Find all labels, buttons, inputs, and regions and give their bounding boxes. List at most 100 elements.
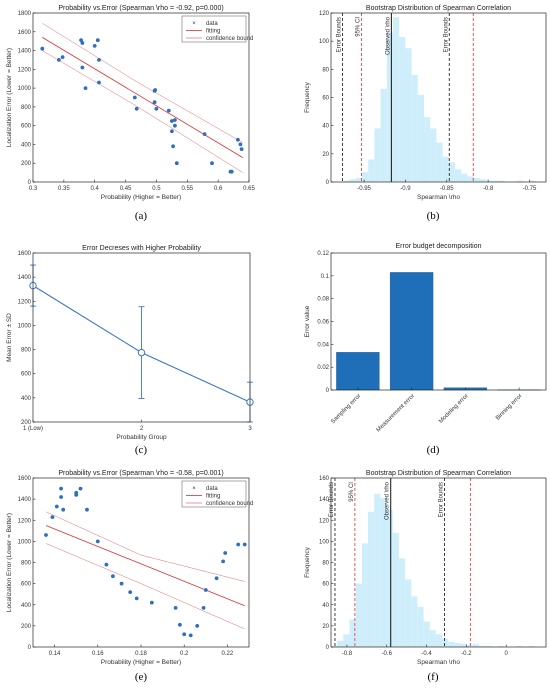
legend-confidence: confidence bound	[206, 501, 253, 507]
y-axis-label: Frequency	[304, 81, 311, 112]
histogram-bar	[355, 177, 362, 182]
y-tick-label: 20	[322, 152, 329, 158]
y-tick-label: 120	[319, 11, 330, 17]
histogram-bar	[528, 645, 535, 647]
y-tick-label: 400	[21, 142, 32, 148]
x-tick-label: -0.75	[523, 186, 537, 192]
histogram-bar	[386, 509, 393, 647]
histogram-bar	[492, 180, 499, 182]
y-tick-label: 0.02	[317, 365, 329, 371]
data-point	[201, 606, 206, 610]
data-point	[85, 507, 89, 512]
y-tick-label: 0.12	[317, 251, 329, 257]
y-tick-label: 1000	[18, 539, 32, 545]
y-tick-label: 1600	[18, 30, 32, 36]
category-label: Binning error	[495, 393, 524, 422]
histogram-bar	[411, 596, 418, 647]
x-tick-label: -0.95	[357, 186, 371, 192]
data-point	[173, 606, 178, 610]
x-tick-label: 3	[248, 426, 252, 432]
histogram-bar	[448, 641, 455, 647]
x-tick-label: -0.8	[342, 651, 353, 657]
legend-confidence: confidence bound	[206, 36, 253, 42]
y-tick-label: 0	[326, 645, 330, 651]
y-tick-label: 1000	[18, 323, 32, 329]
data-point	[223, 551, 228, 555]
x-tick-label: 0.65	[243, 186, 255, 192]
data-point	[154, 106, 159, 111]
histogram-bar	[361, 543, 369, 647]
x-tick-label: 0.45	[120, 186, 132, 192]
legend-marker: ×	[192, 486, 196, 492]
y-tick-label: 120	[319, 518, 330, 524]
x-tick-label: -0.9	[400, 186, 411, 192]
x-tick-label: 0	[505, 651, 509, 657]
data-point	[60, 55, 65, 59]
panel-f: Error Bounds 95% CI Observed \rho Error Bou…	[304, 470, 547, 683]
histogram-bar	[436, 142, 443, 182]
legend-data: data	[206, 486, 218, 492]
y-axis-label: Localization Error (Lower = Better)	[6, 48, 13, 147]
x-tick-label: 0.18	[135, 651, 147, 657]
y-tick-label: 60	[322, 582, 329, 588]
histogram-bar	[448, 162, 455, 182]
y-tick-label: 200	[21, 420, 32, 426]
y-tick-label: 1600	[18, 251, 32, 257]
data-point	[44, 533, 48, 537]
legend-data: data	[206, 21, 218, 27]
data-point	[128, 590, 133, 594]
histogram-bar	[473, 177, 480, 182]
data-point	[134, 106, 139, 111]
y-axis-label: Mean Error ± SD	[6, 313, 13, 362]
y-tick-label: 1400	[18, 49, 32, 55]
bar	[336, 352, 380, 391]
histogram-bar	[472, 643, 480, 647]
histogram-bar	[374, 493, 381, 647]
y-tick-label: 1400	[18, 497, 32, 503]
histogram-bar	[362, 172, 369, 182]
x-tick-label: -0.8	[483, 186, 494, 192]
histogram-bar	[424, 117, 431, 182]
data-point	[203, 588, 208, 592]
histogram-bar	[442, 156, 449, 182]
histogram-bar	[430, 128, 437, 182]
data-point	[80, 65, 85, 70]
histogram-bar	[479, 645, 486, 647]
data-point	[173, 123, 177, 128]
histogram-bar	[337, 640, 344, 647]
y-tick-label: 600	[21, 582, 32, 588]
x-axis-label: Spearman \rho	[417, 194, 460, 201]
data-point	[54, 504, 59, 509]
panel-caption: (b)	[427, 210, 440, 222]
y-axis-label: Error value	[304, 305, 311, 337]
reference-line-label: Error Bounds	[438, 482, 444, 517]
histogram-bar	[380, 498, 387, 647]
histogram-bar	[442, 638, 449, 647]
y-tick-label: 160	[319, 476, 330, 482]
data-point	[132, 95, 137, 100]
panel-d: 0 0.02 0.04 0.06 0.08 0.1 0.12 Sampling error Me…	[304, 243, 547, 456]
legend-box	[181, 480, 247, 508]
histogram-bar	[411, 75, 418, 182]
data-point	[57, 58, 61, 62]
histogram-bar	[454, 642, 461, 647]
histogram-bar	[386, 32, 393, 183]
histogram-bar	[486, 180, 493, 182]
histogram-bar	[529, 180, 536, 182]
y-tick-label: 20	[322, 624, 329, 630]
category-label: Sampling error	[330, 393, 362, 425]
axes-box	[32, 12, 250, 183]
histogram-bar	[392, 532, 399, 647]
reference-line-label: Observed \rho	[385, 16, 391, 55]
category-label: Measurement error	[376, 393, 416, 433]
x-tick-label: -0.85	[440, 186, 454, 192]
data-point	[50, 515, 55, 519]
x-tick-label: 0.22	[222, 651, 234, 657]
y-tick-label: 1200	[18, 518, 32, 524]
chart-title: Probability vs.Error (Spearman \rho = -0…	[58, 5, 223, 12]
data-point	[78, 486, 83, 491]
data-point	[83, 86, 88, 90]
legend-fitting: fitting	[206, 494, 220, 500]
